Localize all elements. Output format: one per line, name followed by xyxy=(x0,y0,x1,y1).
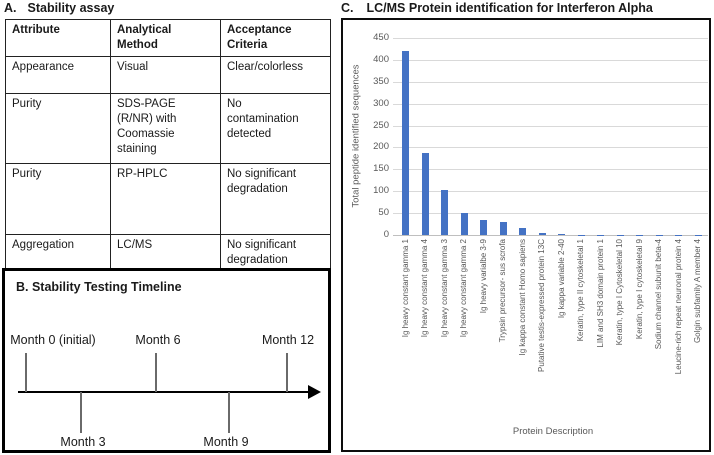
gridline xyxy=(393,191,708,193)
panel-a-title-text: Stability assay xyxy=(27,1,115,15)
y-tick-label: 350 xyxy=(373,75,389,87)
table-header-cell: Analytical Method xyxy=(110,19,221,57)
timeline-tick xyxy=(228,392,230,433)
x-axis-line xyxy=(393,235,708,236)
x-tick-label: Keratin, type I Cytoskeletal 10 xyxy=(615,239,625,346)
table-cell: Clear/colorless xyxy=(220,55,331,94)
x-tick-label: Trypsin precursor- sus scrofa xyxy=(498,239,508,343)
panel-b-title: B. Stability Testing Timeline xyxy=(16,280,182,294)
timeline-tick xyxy=(286,353,288,392)
bar xyxy=(460,213,468,235)
x-tick-label: Ig kappa variable 2-40 xyxy=(556,239,566,319)
panel-c-label: C. xyxy=(341,1,354,15)
bar xyxy=(538,232,546,235)
x-tick-label: Ig heavy varialbe 3-9 xyxy=(478,239,488,314)
y-tick-label: 100 xyxy=(373,185,389,197)
x-tick-label: Ig heavy constant gamma 1 xyxy=(400,239,410,338)
table-cell: Purity xyxy=(5,92,111,164)
y-tick-label: 400 xyxy=(373,53,389,65)
bar xyxy=(441,189,449,235)
x-tick-label: Ig heavy constant gamma 2 xyxy=(459,239,469,338)
table-cell: No significant degradation xyxy=(220,162,331,235)
x-tick-label: Golgin subfamily A member 4 xyxy=(693,239,703,344)
bar xyxy=(519,228,527,235)
gridline xyxy=(393,213,708,215)
x-tick-label: LIM and SH3 domain protein 1 xyxy=(595,239,605,348)
table-cell: SDS-PAGE (R/NR) with Coomassie staining xyxy=(110,92,221,164)
x-tick-label: Keratin, type I cytoskeletal 9 xyxy=(634,239,644,340)
y-tick-label: 300 xyxy=(373,97,389,109)
y-tick-label: 0 xyxy=(383,229,389,240)
timeline-milestone-label: Month 0 (initial) xyxy=(10,333,96,347)
y-tick-label: 450 xyxy=(373,32,389,43)
panel-c-title-text: LC/MS Protein identification for Interfe… xyxy=(366,1,653,15)
table-cell: Purity xyxy=(5,162,111,235)
table-cell: RP-HPLC xyxy=(110,162,221,235)
bar xyxy=(499,221,507,235)
stability-assay-table: Attribute Analytical Method Acceptance Cri… xyxy=(5,19,331,272)
y-tick-label: 50 xyxy=(378,207,389,219)
lcms-bar-chart: Total peptide identified sequences 0 50 10… xyxy=(341,18,711,452)
gridline xyxy=(393,81,708,83)
timeline-milestone-label: Month 9 xyxy=(203,435,249,449)
panel-c-title: C. LC/MS Protein identification for Inte… xyxy=(341,1,653,15)
timeline-axis-line xyxy=(18,391,310,393)
table-cell: No significant degradation xyxy=(220,233,331,272)
x-tick-label: Ig heavy constant gamma 3 xyxy=(439,239,449,338)
x-tick-label: Ig heavy constant gamma 4 xyxy=(420,239,430,338)
y-tick-label: 150 xyxy=(373,163,389,175)
timeline-arrowhead-icon xyxy=(308,385,321,399)
table-row: Purity SDS-PAGE (R/NR) with Coomassie sta… xyxy=(5,92,331,164)
y-tick-label: 200 xyxy=(373,141,389,153)
stability-timeline-panel: B. Stability Testing Timeline Month 0 (i… xyxy=(2,268,331,453)
table-cell: Visual xyxy=(110,55,221,94)
table-cell: No contamination detected xyxy=(220,92,331,164)
table-cell: Appearance xyxy=(5,55,111,94)
table-cell: LC/MS xyxy=(110,233,221,272)
x-tick-label: Ig kappa constant Homo sapiens xyxy=(517,239,527,356)
panel-a-title: A. Stability assay xyxy=(4,1,114,15)
timeline-tick xyxy=(25,353,27,392)
table-row: Purity RP-HPLC No significant degradation xyxy=(5,162,331,235)
y-tick-label: 250 xyxy=(373,119,389,131)
bar xyxy=(402,51,410,235)
timeline-milestone-label: Month 6 xyxy=(135,333,181,347)
x-tick-label: Leucine-rich repeat neuronal protein 4 xyxy=(673,239,683,375)
bar xyxy=(421,152,429,235)
bar xyxy=(558,233,566,235)
bar xyxy=(480,219,488,235)
x-tick-label: Keratin, type II cytoskeletal 1 xyxy=(576,239,586,342)
gridline xyxy=(393,169,708,171)
timeline-tick xyxy=(155,353,157,392)
table-row: Aggregation LC/MS No significant degradati… xyxy=(5,233,331,272)
x-tick-label: Sodium channel subunit beta-4 xyxy=(654,239,664,350)
timeline-tick xyxy=(80,392,82,433)
table-cell: Aggregation xyxy=(5,233,111,272)
timeline-milestone-label: Month 12 xyxy=(261,333,315,347)
timeline-milestone-label: Month 3 xyxy=(60,435,106,449)
table-header-cell: Attribute xyxy=(5,19,111,57)
gridline xyxy=(393,125,708,127)
gridline xyxy=(393,147,708,149)
table-row: Appearance Visual Clear/colorless xyxy=(5,55,331,94)
gridline xyxy=(393,59,708,61)
panel-a-label: A. xyxy=(4,1,17,15)
gridline xyxy=(393,38,708,39)
gridline xyxy=(393,103,708,105)
table-header-row: Attribute Analytical Method Acceptance Cri… xyxy=(5,19,331,57)
x-axis-title: Protein Description xyxy=(512,426,594,437)
table-header-cell: Acceptance Criteria xyxy=(220,19,331,57)
x-tick-label: Putative testis-expressed protein 13C xyxy=(537,239,547,372)
